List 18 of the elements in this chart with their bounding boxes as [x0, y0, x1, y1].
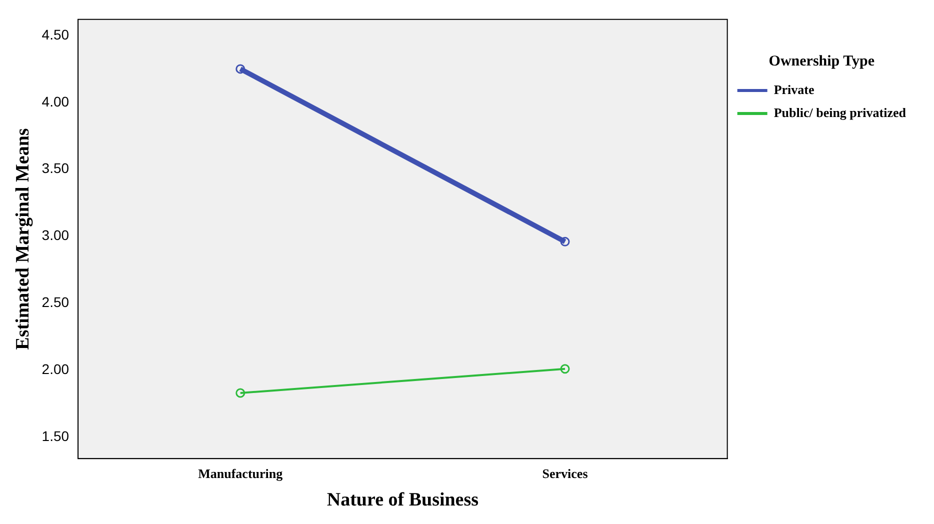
y-tick-label: 2.50: [42, 294, 70, 310]
x-tick-label: Services: [542, 466, 588, 481]
y-tick-label: 3.50: [42, 160, 70, 176]
y-tick-label: 4.50: [42, 26, 70, 42]
x-axis-title: Nature of Business: [326, 490, 479, 511]
point: [560, 364, 570, 374]
legend-title: Ownership Type: [768, 53, 875, 70]
y-tick-label: 1.50: [42, 428, 70, 444]
x-tick-label: Manufacturing: [198, 466, 284, 481]
legend-label: Private: [774, 82, 814, 97]
point: [236, 388, 246, 398]
legend-label: Public/ being privatized: [774, 104, 907, 120]
y-tick-label: 4.00: [42, 93, 70, 110]
point: [560, 236, 570, 246]
y-tick-label: 2.00: [42, 361, 70, 378]
point: [236, 64, 246, 74]
y-tick-label: 3.00: [42, 227, 70, 244]
y-axis-title: Estimated Marginal Means: [12, 128, 34, 350]
